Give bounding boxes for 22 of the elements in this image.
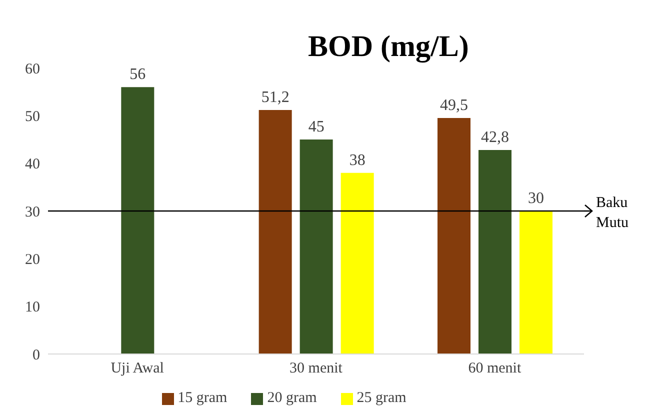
y-tick-label: 0: [32, 347, 40, 364]
legend-label: 25 gram: [356, 390, 406, 406]
y-tick-label: 30: [25, 204, 40, 220]
data-label: 51,2: [261, 88, 290, 106]
data-label: 49,5: [440, 97, 468, 114]
data-label: 38: [349, 152, 366, 169]
y-tick-label: 10: [25, 300, 40, 316]
x-tick-label: 60 menit: [468, 360, 522, 377]
y-tick-label: 40: [25, 156, 40, 173]
y-tick-label: 60: [25, 61, 40, 78]
data-label: 42,8: [480, 128, 509, 146]
ref-line-label: Baku Mutu: [596, 195, 630, 231]
y-tick-label: 50: [25, 108, 40, 125]
chart-title: BOD (mg/L): [308, 30, 469, 64]
data-label: 45: [308, 118, 324, 136]
data-label: 56: [130, 66, 146, 84]
data-label: 30: [528, 190, 544, 207]
x-tick-label: Uji Awal: [110, 360, 164, 377]
x-tick-label: 30 menit: [290, 360, 344, 377]
y-tick-label: 20: [25, 252, 40, 268]
legend-label: 20 gram: [267, 390, 317, 406]
legend-label: 15 gram: [178, 390, 228, 406]
